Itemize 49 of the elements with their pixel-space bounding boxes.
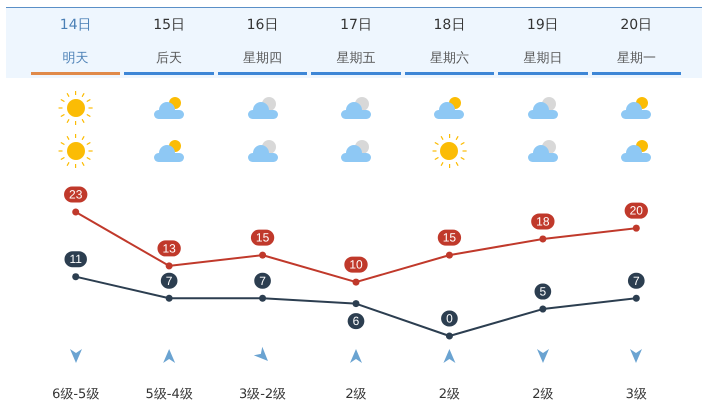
point [166,294,173,302]
data-label: 7 [166,274,173,288]
point [259,252,266,259]
x-tick-label: 16日 [246,16,278,34]
point [72,208,80,216]
point [72,273,80,280]
data-label: 10 [349,258,363,272]
data-label: 23 [69,188,83,202]
text: 2级 [438,386,460,403]
text: 星期四 [243,50,282,67]
text: 6级-5级 [52,386,100,403]
data-label: 15 [256,230,270,245]
text: 明天 [62,50,89,67]
x-tick-label: 14日 [60,16,92,34]
data-label: 11 [69,252,82,266]
text: 星期一 [616,50,656,67]
point [446,252,453,259]
x-tick-label: 18日 [434,16,466,34]
text: 3级-2级 [238,386,286,403]
data-label: 13 [162,241,176,256]
point [632,294,640,302]
data-label: 0 [446,312,454,326]
text: 星期五 [336,50,376,67]
text: 星期日 [523,50,562,67]
data-label: 5 [540,284,547,299]
data-label: 7 [259,274,266,288]
point [166,262,173,270]
point [259,294,266,302]
text: 2级 [345,386,367,403]
x-tick-label: 19日 [526,16,559,34]
point [352,278,360,286]
data-label: 18 [536,214,550,228]
point [352,300,360,308]
text: 3级 [626,386,647,403]
data-label: 15 [442,230,456,245]
point [539,306,546,313]
point [632,224,640,232]
text: 5级-4级 [146,386,193,403]
text: 星期六 [430,50,469,67]
text: 后天 [156,50,182,67]
x-tick-label: 20日 [620,16,652,34]
data-label: 6 [352,314,360,328]
x-tick-label: 17日 [340,16,372,34]
text: 2级 [532,386,554,403]
data-label: 7 [632,274,640,288]
point [539,235,546,242]
x-tick-label: 15日 [153,16,186,34]
point [446,332,453,340]
data-label: 20 [630,204,644,218]
